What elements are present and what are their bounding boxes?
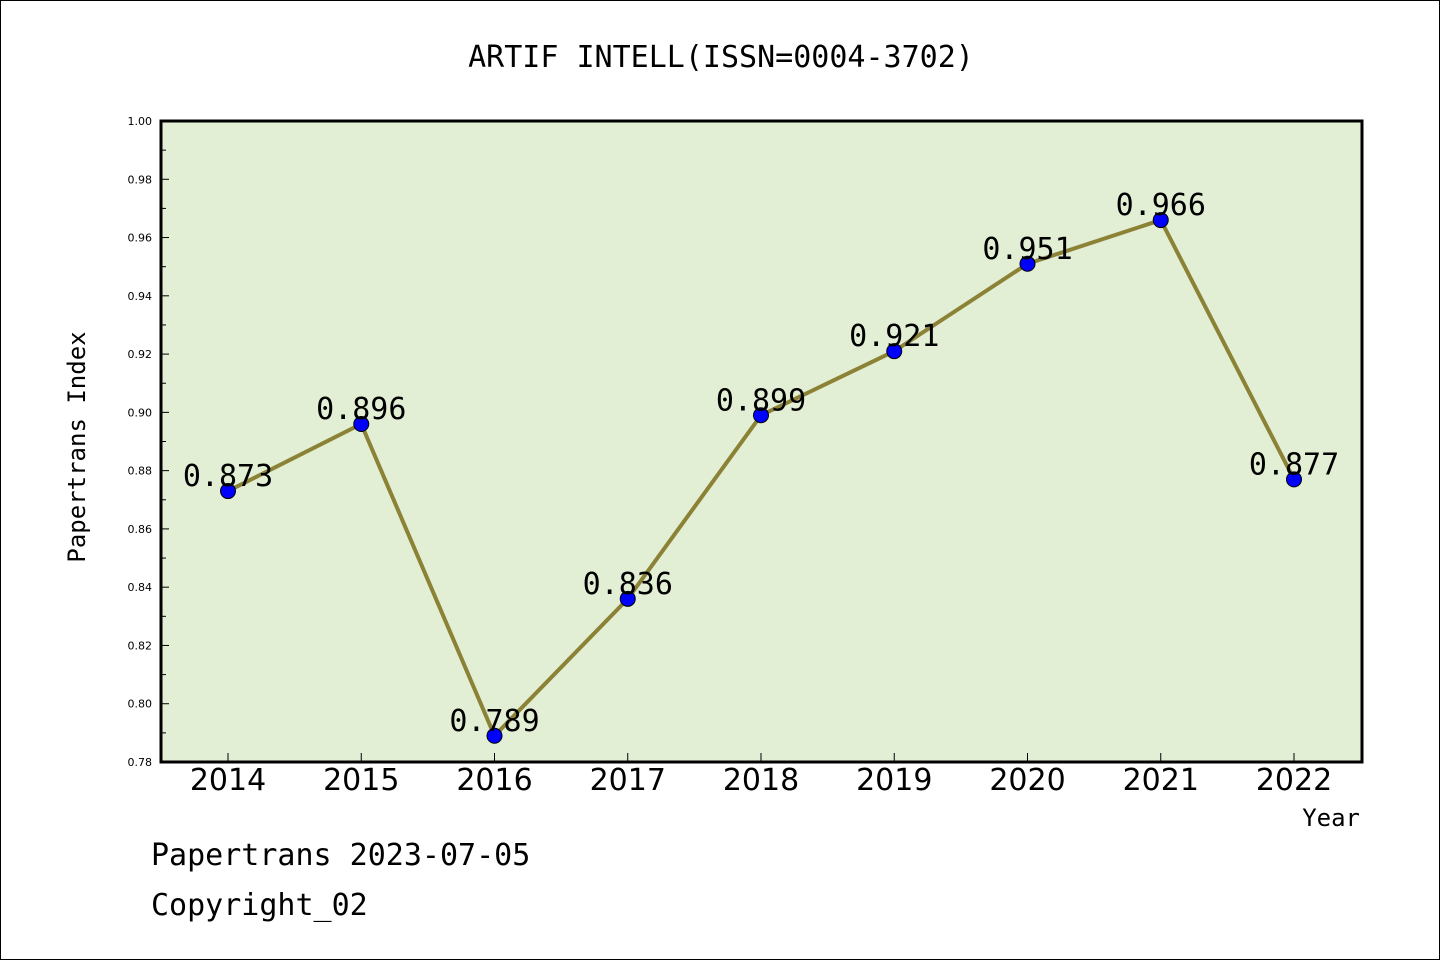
data-point-2019 [886, 343, 903, 360]
x-tick-label: 2020 [989, 763, 1065, 798]
series-line [220, 212, 1302, 744]
y-tick-label: 0.92 [128, 348, 153, 361]
x-tick-label: 2021 [1123, 763, 1199, 798]
x-tick-label: 2016 [456, 763, 532, 798]
y-tick-label: 0.80 [128, 698, 153, 711]
y-tick-label: 0.84 [128, 581, 153, 594]
footer-date: Papertrans 2023-07-05 [151, 838, 530, 873]
x-axis-label: Year [1302, 804, 1360, 832]
y-axis: 0.78 0.80 0.82 0.84 0.86 0.88 0.90 0.92 0.94 0.96… [128, 115, 169, 769]
y-tick-label: 0.88 [128, 465, 153, 478]
x-tick-label: 2019 [856, 763, 932, 798]
y-tick-label: 0.78 [128, 756, 153, 769]
x-tick-label: 2015 [323, 763, 399, 798]
data-point-2016 [486, 727, 503, 744]
data-point-2021 [1152, 212, 1169, 229]
data-point-2020 [1019, 255, 1036, 272]
data-point-2017 [619, 590, 636, 607]
y-tick-label: 0.98 [128, 173, 153, 186]
x-tick-label: 2014 [190, 763, 266, 798]
data-label-2019: 0.921 [849, 319, 939, 354]
x-tick-label: 2018 [723, 763, 799, 798]
data-labels: 0.873 0.896 0.789 0.836 0.899 0.921 0.951 0.966… [183, 188, 1339, 739]
y-tick-label: 0.96 [128, 232, 153, 245]
x-axis: 2014 2015 2016 2017 2018 2019 2020 2021 2022 [190, 753, 1332, 798]
x-tick-label: 2022 [1256, 763, 1332, 798]
data-point-2014 [220, 483, 236, 500]
data-label-2017: 0.836 [583, 567, 673, 602]
data-label-2021: 0.966 [1116, 188, 1206, 223]
y-tick-label: 0.94 [128, 290, 153, 303]
data-point-2022 [1286, 471, 1302, 488]
data-label-2016: 0.789 [449, 704, 539, 739]
data-point-2018 [753, 407, 769, 424]
y-tick-label: 0.82 [128, 639, 153, 652]
data-label-2018: 0.899 [716, 383, 806, 418]
data-label-2022: 0.877 [1249, 447, 1339, 482]
y-tick-label: 0.86 [128, 523, 153, 536]
data-label-2020: 0.951 [982, 232, 1072, 267]
chart-title: ARTIF INTELL(ISSN=0004-3702) [468, 40, 974, 75]
y-tick-label: 0.90 [128, 406, 153, 419]
footer-copyright: Copyright_02 [151, 888, 368, 923]
y-tick-label: 1.00 [128, 115, 153, 128]
y-axis-label: Papertrans Index [63, 331, 91, 562]
data-label-2014: 0.873 [183, 459, 273, 494]
data-point-2015 [353, 416, 370, 433]
x-tick-label: 2017 [590, 763, 666, 798]
data-label-2015: 0.896 [316, 392, 406, 427]
